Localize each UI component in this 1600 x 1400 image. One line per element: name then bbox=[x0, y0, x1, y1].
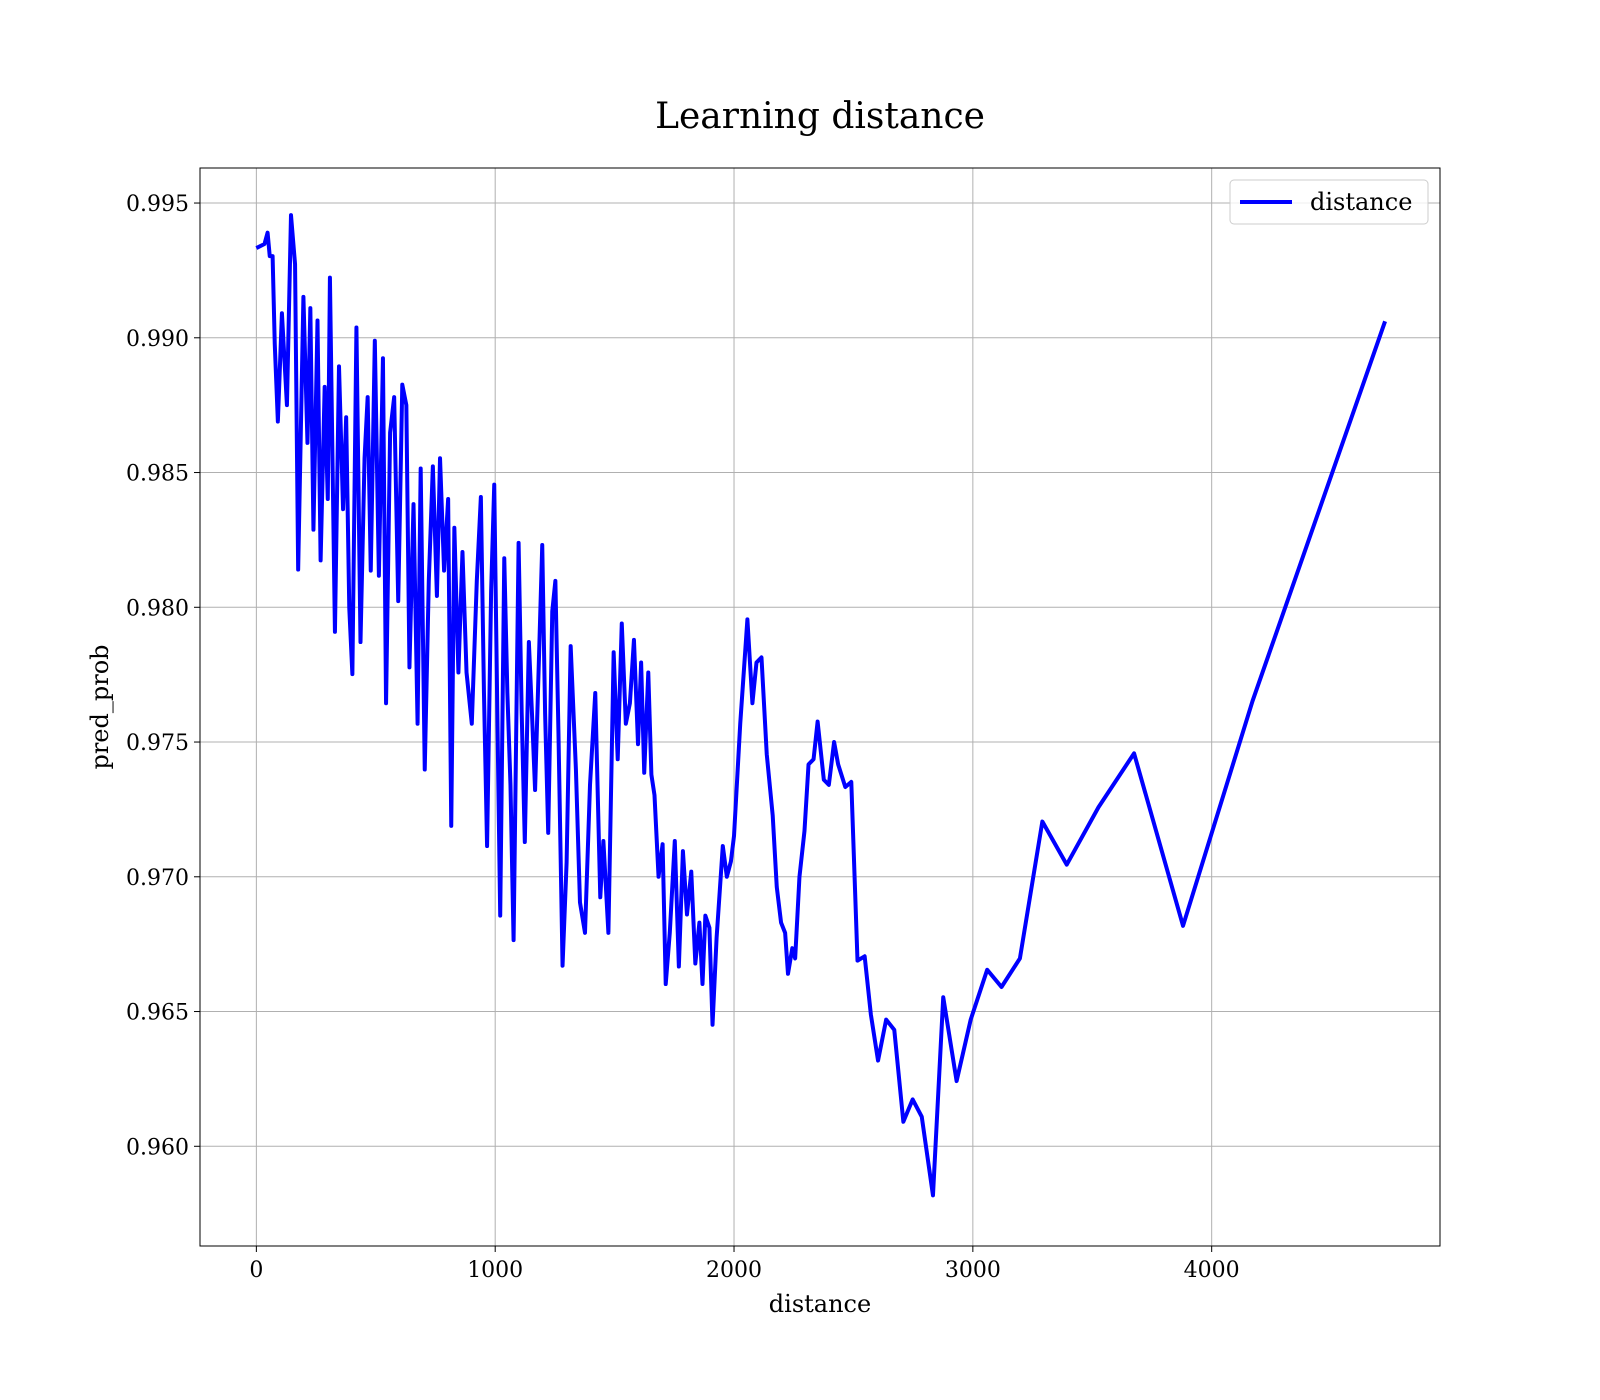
y-tick-label: 0.965 bbox=[126, 1001, 189, 1026]
y-tick-label: 0.960 bbox=[126, 1135, 189, 1160]
y-tick-label: 0.985 bbox=[126, 462, 189, 487]
plot-frame bbox=[199, 167, 1441, 1247]
y-tick-label: 0.975 bbox=[126, 731, 189, 756]
y-tick-label: 0.995 bbox=[126, 192, 189, 217]
legend-box bbox=[1229, 179, 1429, 225]
x-tick-label: 1000 bbox=[467, 1258, 523, 1283]
y-tick-label: 0.980 bbox=[126, 596, 189, 621]
legend: distance bbox=[1229, 179, 1429, 225]
data-line bbox=[255, 213, 1387, 1198]
y-axis-label: pred_prob bbox=[86, 644, 114, 769]
chart-title: Learning distance bbox=[655, 96, 985, 137]
x-tick-label: 0 bbox=[249, 1258, 263, 1283]
y-tick-label: 0.990 bbox=[126, 327, 189, 352]
x-axis-label: distance bbox=[769, 1290, 871, 1318]
x-tick-label: 2000 bbox=[706, 1258, 762, 1283]
y-tick-label: 0.970 bbox=[126, 866, 189, 891]
legend-label: distance bbox=[1310, 188, 1412, 216]
x-tick-label: 4000 bbox=[1184, 1258, 1240, 1283]
x-tick-label: 3000 bbox=[945, 1258, 1001, 1283]
